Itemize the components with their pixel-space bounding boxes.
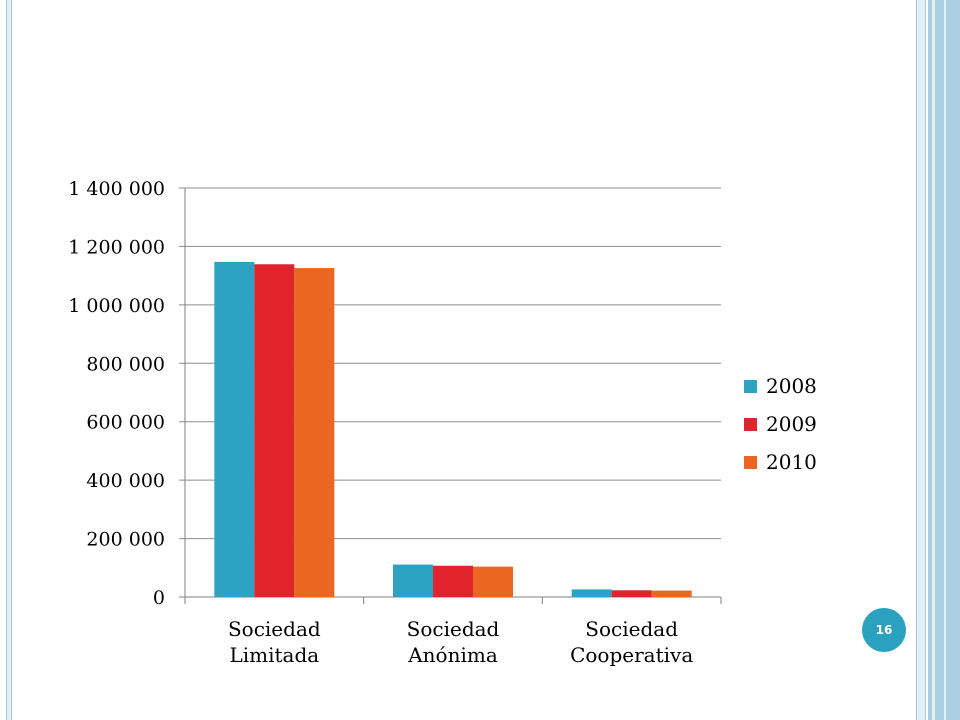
x-category-label: Sociedad [407, 617, 500, 641]
page-number-badge: 16 [862, 608, 906, 652]
x-category-label: Cooperativa [570, 643, 693, 667]
x-category-label: Sociedad [585, 617, 678, 641]
legend-swatch-2009 [744, 418, 757, 431]
bar-2009 [433, 565, 473, 597]
bar-2010 [651, 590, 692, 597]
x-axis: SociedadLimitadaSociedadAnónimaSociedadC… [184, 597, 722, 667]
x-category-label: Anónima [407, 643, 498, 667]
y-tick-label: 800 000 [86, 353, 165, 375]
legend-swatch-2010 [744, 456, 757, 469]
y-tick-label: 1 400 000 [68, 178, 165, 200]
x-category-label: Sociedad [228, 617, 321, 641]
bar-2010 [473, 566, 513, 597]
y-tick-label: 200 000 [86, 529, 165, 551]
y-axis: 0 200 000 400 000 600 000 800 000 1 000 000 1 … [68, 178, 186, 609]
slide-frame-left [6, 0, 12, 720]
bars [214, 261, 692, 597]
bar-2008 [214, 261, 255, 597]
bar-2009 [611, 590, 652, 597]
bar-2008 [571, 589, 612, 597]
bar-2009 [254, 264, 295, 597]
y-tick-label: 1 000 000 [68, 295, 165, 317]
y-tick-label: 0 [153, 587, 165, 609]
slide-frame-right-outer [928, 0, 960, 720]
slide-frame-right-inner [916, 0, 926, 720]
legend: 2008 2009 2010 [744, 374, 817, 474]
y-tick-label: 1 200 000 [68, 236, 165, 258]
y-tick-label: 600 000 [86, 412, 165, 434]
legend-label: 2008 [766, 374, 817, 398]
legend-label: 2010 [766, 450, 817, 474]
legend-label: 2009 [766, 412, 817, 436]
legend-swatch-2008 [744, 380, 757, 393]
x-category-label: Limitada [229, 643, 319, 667]
bar-2008 [393, 564, 433, 597]
bar-2010 [294, 268, 335, 597]
y-tick-label: 400 000 [86, 470, 165, 492]
